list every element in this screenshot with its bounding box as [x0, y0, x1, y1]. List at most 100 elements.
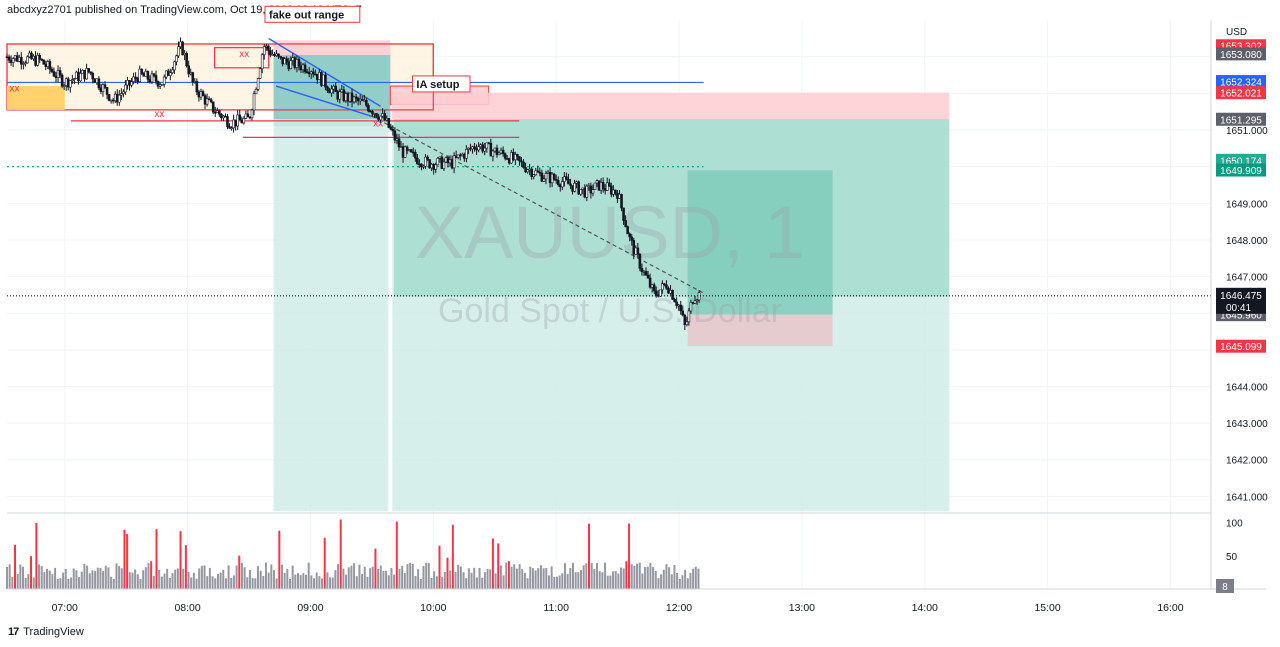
volume-bar [662, 569, 665, 589]
footer[interactable]: 17 TradingView [8, 626, 84, 638]
candle-body [264, 45, 268, 48]
candle-body [179, 41, 182, 48]
volume-bar [120, 568, 123, 589]
watermark-name: Gold Spot / U.S. Dollar [438, 292, 782, 330]
volume-bar [27, 574, 30, 589]
volume-bar [507, 561, 510, 589]
candle-body [687, 310, 691, 323]
volume-bar [118, 565, 121, 589]
volume-bar [144, 567, 147, 589]
volume-bar [371, 566, 374, 589]
candle-body [477, 146, 480, 151]
candle-body [683, 314, 687, 325]
candle-body [228, 126, 231, 129]
candle-body [220, 113, 223, 119]
candle-body [209, 99, 213, 103]
volume-bar [32, 577, 35, 589]
candle-body [642, 271, 646, 273]
volume-bar [676, 573, 679, 589]
price-tick-label: 1649.000 [1226, 199, 1268, 210]
candle-body [587, 185, 591, 188]
candle-body [522, 161, 525, 168]
volume-bar [288, 579, 291, 589]
candle-body [632, 240, 636, 255]
candle-body [103, 84, 107, 88]
candle-body [309, 71, 313, 75]
candle-body [362, 99, 366, 102]
volume-bar [361, 573, 364, 589]
volume-bar [387, 575, 390, 589]
separator-line [388, 132, 393, 511]
volume-bar [321, 578, 324, 589]
volume-bar [110, 576, 113, 589]
volume-bar [681, 575, 684, 589]
volume-bar [147, 563, 150, 589]
volume-bar [374, 548, 377, 589]
candle-body [485, 142, 489, 149]
candle-body [438, 156, 442, 159]
candle-body [420, 163, 423, 168]
candle-body [107, 94, 111, 101]
candle-body [534, 170, 538, 176]
volume-bar [401, 565, 404, 589]
volume-bar [339, 519, 342, 589]
candle-body [299, 65, 303, 71]
candle-body [22, 63, 25, 65]
candle-body [46, 61, 50, 67]
candle-body [383, 113, 386, 121]
candle-body [146, 71, 150, 80]
price-label-badge [1216, 163, 1266, 177]
volume-bar [80, 571, 83, 589]
candle-body [60, 74, 64, 87]
price-label-text: 1652.021 [1220, 89, 1262, 100]
volume-bar [502, 575, 505, 589]
candle-body [520, 160, 523, 163]
volume-bar [326, 572, 329, 589]
candle-body [203, 95, 207, 105]
candle-body [175, 55, 178, 63]
candle-body [526, 169, 529, 173]
candle-body [516, 154, 519, 157]
candle-body [234, 119, 237, 127]
volume-bar [510, 566, 513, 589]
volume-bar [678, 578, 681, 589]
candle-body [218, 110, 221, 115]
candle-body [56, 70, 60, 78]
candle-body [450, 159, 454, 169]
candle-body [336, 91, 340, 100]
candle-body [491, 150, 495, 157]
candle-body [13, 55, 17, 59]
candle-body [350, 92, 354, 103]
volume-bar [505, 562, 508, 589]
price-chart[interactable]: XAUUSD, 1 Gold Spot / U.S. Dollar fake o… [0, 0, 1280, 620]
volume-bar [550, 566, 553, 589]
candle-body [213, 111, 217, 114]
candle-body [532, 174, 536, 178]
volume-bar [8, 564, 11, 589]
volume-bar [441, 577, 444, 589]
candle-body [283, 58, 286, 65]
candle-body [444, 157, 448, 163]
candle-body [205, 98, 209, 105]
volume-bar [622, 568, 625, 589]
volume-bar [112, 578, 115, 589]
candle-body [154, 75, 158, 82]
volume-bar [409, 562, 412, 589]
volume-bar [385, 570, 388, 589]
volume-bar [67, 578, 70, 589]
volume-bar [134, 569, 137, 589]
volume-bar [70, 577, 73, 589]
volume-bar [334, 570, 337, 589]
volume-bar [390, 567, 393, 589]
volume-bar [16, 574, 19, 589]
candle-body [81, 69, 84, 74]
volume-bar [182, 568, 185, 589]
volume-bar [224, 578, 227, 589]
time-tick-label: 14:00 [912, 602, 938, 614]
price-label-text: 1653.080 [1220, 50, 1262, 61]
candle-body [162, 76, 166, 85]
candle-body [571, 185, 574, 192]
zone-rect [687, 170, 833, 315]
candle-body [469, 147, 472, 150]
